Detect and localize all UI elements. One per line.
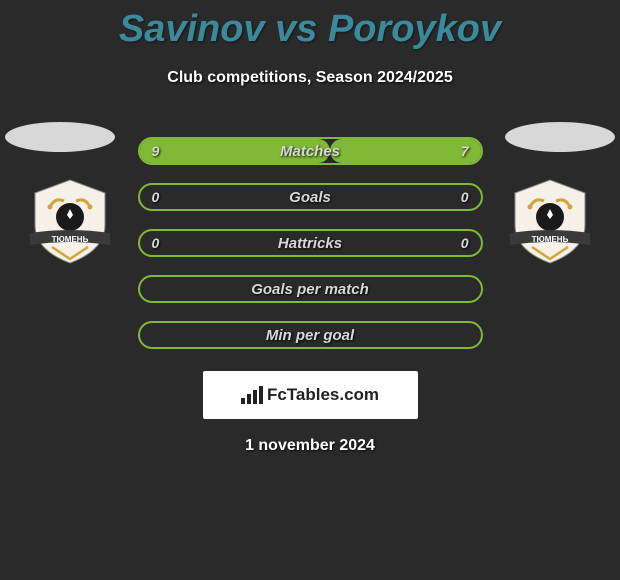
svg-text:ТЮМЕНЬ: ТЮМЕНЬ xyxy=(52,235,89,244)
stat-row-goals: 0 Goals 0 xyxy=(138,183,483,211)
stat-row-goals-per-match: Goals per match xyxy=(138,275,483,303)
fctables-link[interactable]: FcTables.com xyxy=(203,371,418,419)
team-badge-right: ТЮМЕНЬ xyxy=(500,175,600,265)
svg-text:ТЮМЕНЬ: ТЮМЕНЬ xyxy=(532,235,569,244)
stats-container: 9 Matches 7 0 Goals 0 0 Hattricks 0 Goal… xyxy=(138,137,483,349)
subtitle: Club competitions, Season 2024/2025 xyxy=(0,69,620,87)
player-right-ellipse xyxy=(505,122,615,152)
stat-label: Goals xyxy=(289,189,331,206)
team-badge-left: ТЮМЕНЬ xyxy=(20,175,120,265)
stat-row-hattricks: 0 Hattricks 0 xyxy=(138,229,483,257)
stat-right-value: 0 xyxy=(461,189,469,205)
stat-label: Hattricks xyxy=(278,235,342,252)
stat-right-value: 7 xyxy=(461,143,469,159)
stat-label: Goals per match xyxy=(251,281,369,298)
stat-left-value: 9 xyxy=(152,143,160,159)
stat-row-matches: 9 Matches 7 xyxy=(138,137,483,165)
stat-right-value: 0 xyxy=(461,235,469,251)
shield-icon: ТЮМЕНЬ xyxy=(20,175,120,265)
shield-icon: ТЮМЕНЬ xyxy=(500,175,600,265)
chart-icon xyxy=(241,386,263,404)
stat-row-min-per-goal: Min per goal xyxy=(138,321,483,349)
stat-fill-right xyxy=(330,139,480,163)
stat-left-value: 0 xyxy=(152,189,160,205)
brand-text: FcTables.com xyxy=(267,385,379,405)
player-left-ellipse xyxy=(5,122,115,152)
stat-label: Min per goal xyxy=(266,327,354,344)
stat-left-value: 0 xyxy=(152,235,160,251)
page-title: Savinov vs Poroykov xyxy=(0,0,620,51)
stat-label: Matches xyxy=(280,143,340,160)
date-text: 1 november 2024 xyxy=(0,437,620,455)
